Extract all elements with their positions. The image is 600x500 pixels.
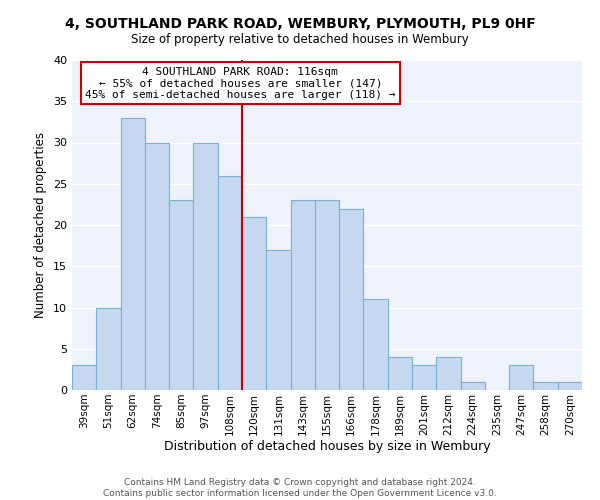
Text: Contains HM Land Registry data © Crown copyright and database right 2024.
Contai: Contains HM Land Registry data © Crown c…: [103, 478, 497, 498]
Bar: [558, 382, 582, 390]
Bar: [364, 299, 388, 390]
Bar: [461, 382, 485, 390]
Text: Size of property relative to detached houses in Wembury: Size of property relative to detached ho…: [131, 32, 469, 46]
Bar: [218, 176, 242, 390]
Bar: [266, 250, 290, 390]
Bar: [412, 365, 436, 390]
Text: 4 SOUTHLAND PARK ROAD: 116sqm
← 55% of detached houses are smaller (147)
45% of : 4 SOUTHLAND PARK ROAD: 116sqm ← 55% of d…: [85, 66, 395, 100]
Bar: [315, 200, 339, 390]
Bar: [388, 357, 412, 390]
Y-axis label: Number of detached properties: Number of detached properties: [34, 132, 47, 318]
Bar: [533, 382, 558, 390]
Bar: [121, 118, 145, 390]
Bar: [72, 365, 96, 390]
Bar: [290, 200, 315, 390]
Bar: [436, 357, 461, 390]
Bar: [242, 217, 266, 390]
Bar: [193, 142, 218, 390]
Bar: [145, 142, 169, 390]
Bar: [509, 365, 533, 390]
Bar: [339, 208, 364, 390]
Bar: [96, 308, 121, 390]
X-axis label: Distribution of detached houses by size in Wembury: Distribution of detached houses by size …: [164, 440, 490, 454]
Bar: [169, 200, 193, 390]
Text: 4, SOUTHLAND PARK ROAD, WEMBURY, PLYMOUTH, PL9 0HF: 4, SOUTHLAND PARK ROAD, WEMBURY, PLYMOUT…: [65, 18, 535, 32]
